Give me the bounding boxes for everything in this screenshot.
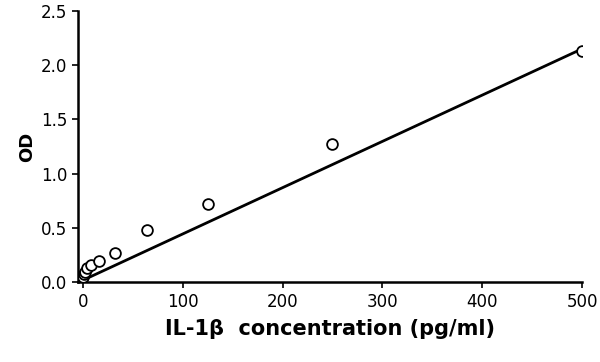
- Point: [577, 48, 587, 54]
- Point: [82, 265, 92, 271]
- Point: [79, 271, 89, 277]
- Point: [142, 227, 152, 233]
- Point: [78, 274, 88, 280]
- Y-axis label: OD: OD: [17, 131, 35, 162]
- Point: [203, 201, 212, 207]
- Point: [86, 262, 96, 268]
- Point: [110, 250, 120, 256]
- X-axis label: IL-1β  concentration (pg/ml): IL-1β concentration (pg/ml): [165, 319, 495, 339]
- Point: [328, 142, 337, 147]
- Point: [80, 269, 90, 274]
- Point: [94, 258, 104, 264]
